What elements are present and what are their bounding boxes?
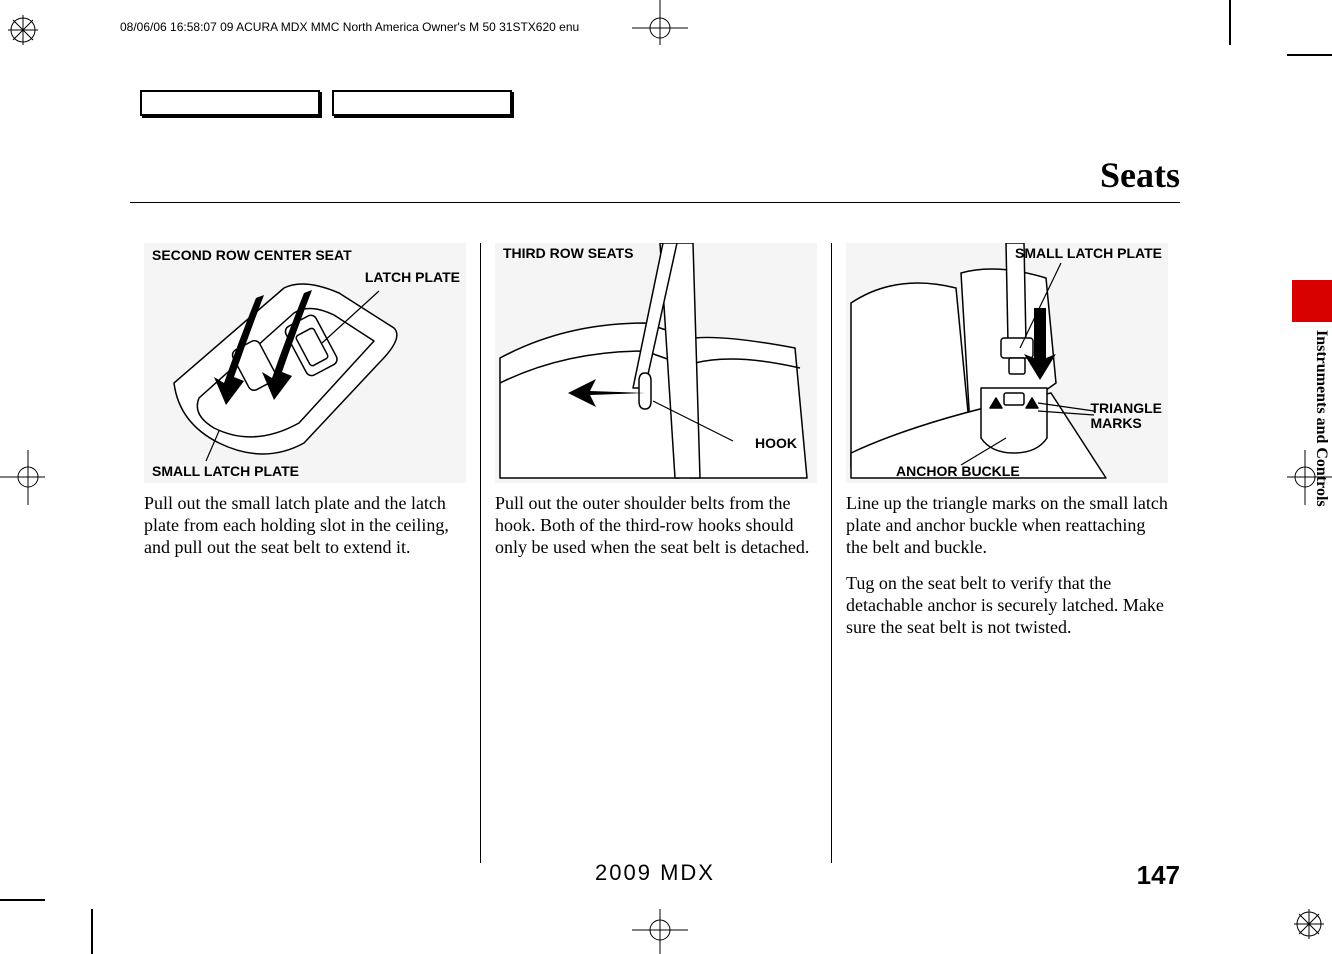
registration-mark-icon: [1294, 909, 1324, 939]
illus-label-anchor-buckle: ANCHOR BUCKLE: [896, 463, 1020, 479]
page-root: 08/06/06 16:58:07 09 ACURA MDX MMC North…: [0, 0, 1332, 954]
illustration-anchor-buckle: SMALL LATCH PLATE TRIANGLEMARKS ANCHOR B…: [846, 243, 1168, 483]
column-1: SECOND ROW CENTER SEAT LATCH PLATE SMALL…: [130, 243, 480, 863]
page-number: 147: [1137, 860, 1180, 891]
content-area: Seats: [130, 90, 1180, 863]
body-text: Tug on the seat belt to verify that the …: [846, 573, 1168, 639]
header-rule: [130, 202, 1180, 203]
page-title: Seats: [130, 154, 1180, 196]
column-3: SMALL LATCH PLATE TRIANGLEMARKS ANCHOR B…: [831, 243, 1182, 863]
section-side-label: Instruments and Controls: [1312, 330, 1330, 507]
body-text: Line up the triangle marks on the small …: [846, 493, 1168, 559]
nav-tab-prev[interactable]: [140, 90, 320, 116]
registration-mark-icon: [8, 15, 38, 45]
illus-label-hook: HOOK: [755, 435, 797, 451]
body-text: Pull out the outer shoulder belts from t…: [495, 493, 817, 559]
nav-tabs: [140, 90, 1180, 116]
illustration-third-row-seats: THIRD ROW SEATS HOOK: [495, 243, 817, 483]
illus-label-small-latch-plate: SMALL LATCH PLATE: [1015, 245, 1162, 261]
illus-label-triangle-marks: TRIANGLEMARKS: [1090, 401, 1162, 432]
page-footer: 2009 MDX 147: [130, 860, 1180, 886]
columns: SECOND ROW CENTER SEAT LATCH PLATE SMALL…: [130, 243, 1180, 863]
print-meta: 08/06/06 16:58:07 09 ACURA MDX MMC North…: [120, 20, 579, 34]
illus-label-small-latch-plate: SMALL LATCH PLATE: [152, 463, 299, 479]
illus-label-latch-plate: LATCH PLATE: [365, 269, 460, 285]
footer-model: 2009 MDX: [595, 860, 715, 886]
section-color-tab: [1292, 280, 1332, 322]
body-text: Pull out the small latch plate and the l…: [144, 493, 466, 559]
illus-label-title: THIRD ROW SEATS: [503, 245, 633, 261]
nav-tab-next[interactable]: [332, 90, 512, 116]
column-2: THIRD ROW SEATS HOOK Pull out the outer …: [480, 243, 831, 863]
illus-label-title: SECOND ROW CENTER SEAT: [152, 247, 352, 263]
illustration-second-row-seat: SECOND ROW CENTER SEAT LATCH PLATE SMALL…: [144, 243, 466, 483]
